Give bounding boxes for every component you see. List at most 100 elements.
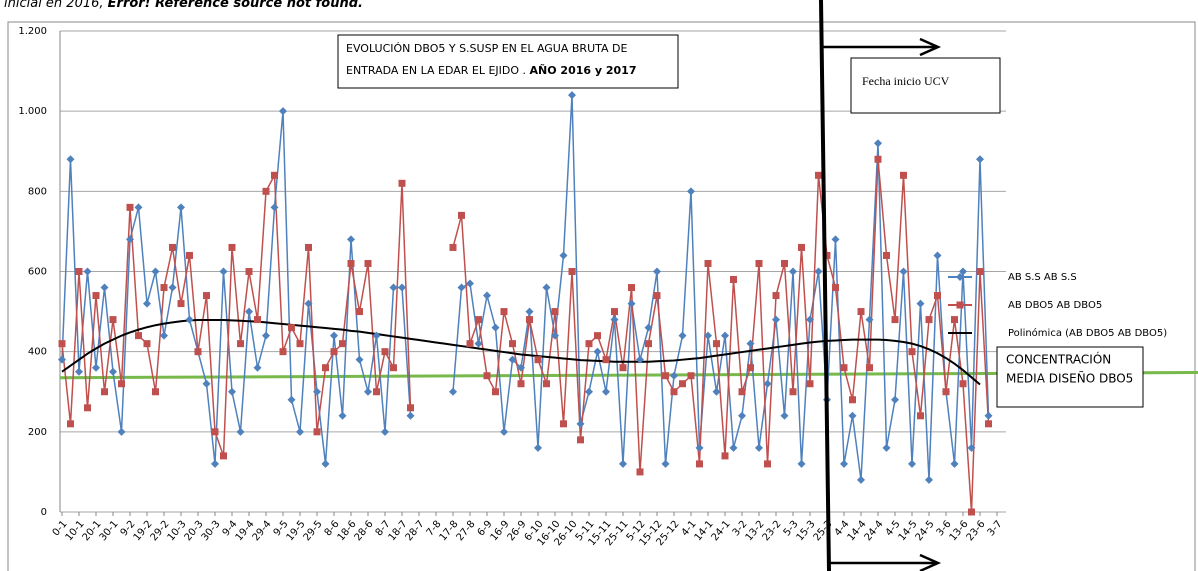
- point: [755, 443, 763, 452]
- point: [763, 379, 772, 388]
- series-line: [61, 159, 990, 513]
- point: [891, 316, 899, 324]
- point: [814, 267, 823, 276]
- point: [339, 340, 346, 348]
- point: [661, 459, 670, 468]
- point: [670, 371, 678, 380]
- point: [670, 388, 678, 396]
- point: [177, 300, 185, 308]
- point: [151, 267, 160, 276]
- point: [900, 171, 907, 179]
- point: [653, 292, 661, 300]
- point: [109, 367, 117, 376]
- point: [381, 427, 389, 436]
- point: [67, 420, 74, 428]
- point: [101, 388, 108, 396]
- point: [407, 404, 414, 412]
- point: [296, 340, 304, 348]
- point: [304, 299, 313, 308]
- arrow-head: [919, 553, 942, 571]
- point: [109, 316, 117, 324]
- point: [92, 292, 100, 300]
- caption-error: Error! Reference source not found.: [108, 0, 363, 11]
- point: [602, 387, 610, 396]
- point: [271, 171, 278, 179]
- y-tick-label: 200: [28, 427, 47, 438]
- point: [458, 211, 465, 219]
- point: [695, 443, 704, 452]
- point: [373, 388, 380, 396]
- y-tick-label: 1.000: [18, 106, 47, 117]
- point: [211, 428, 219, 436]
- point: [712, 387, 721, 396]
- point: [364, 387, 372, 396]
- point: [220, 452, 227, 460]
- point: [347, 259, 355, 267]
- point: [288, 324, 295, 332]
- point: [211, 459, 219, 468]
- point: [577, 436, 584, 444]
- series-line: [61, 95, 990, 481]
- point: [143, 299, 151, 308]
- point: [951, 316, 958, 324]
- point: [168, 283, 177, 292]
- point: [254, 316, 261, 324]
- point: [628, 284, 635, 292]
- point: [857, 308, 865, 316]
- point: [66, 155, 75, 164]
- point: [330, 348, 338, 356]
- point: [729, 443, 738, 452]
- point: [798, 243, 805, 251]
- point: [126, 203, 134, 211]
- legend-label: Polinómica (AB DBO5 AB DBO5): [1008, 327, 1167, 339]
- point: [840, 459, 848, 468]
- point: [330, 331, 338, 340]
- point: [203, 292, 210, 300]
- point: [75, 268, 83, 275]
- point: [925, 475, 933, 484]
- point: [882, 443, 891, 452]
- legend-label: AB S.S AB S.S: [1008, 272, 1077, 283]
- point: [721, 452, 729, 460]
- point: [185, 315, 194, 324]
- point: [100, 283, 109, 292]
- point: [542, 283, 551, 292]
- point: [832, 284, 839, 292]
- point: [398, 283, 406, 292]
- point: [968, 508, 975, 516]
- point: [466, 340, 474, 348]
- legend-marker: [956, 273, 964, 281]
- point: [186, 251, 193, 259]
- arrow-head: [919, 37, 942, 57]
- point: [789, 267, 797, 276]
- point: [219, 267, 228, 276]
- y-tick-label: 0: [41, 507, 47, 518]
- point: [925, 316, 933, 324]
- point: [874, 155, 882, 163]
- point: [696, 460, 703, 468]
- point: [135, 332, 142, 340]
- point: [58, 340, 66, 348]
- point: [560, 420, 567, 428]
- point: [364, 259, 372, 267]
- design-box: [996, 346, 1144, 408]
- point: [381, 348, 389, 356]
- point: [866, 364, 873, 372]
- point: [576, 419, 585, 428]
- point: [857, 475, 865, 484]
- point: [390, 364, 397, 372]
- point: [687, 187, 695, 196]
- point: [636, 355, 644, 364]
- point: [58, 355, 66, 364]
- point: [704, 259, 712, 267]
- point: [237, 340, 244, 348]
- point: [747, 364, 754, 372]
- point: [262, 187, 270, 195]
- point: [976, 268, 984, 275]
- point: [781, 259, 788, 267]
- point: [619, 459, 627, 468]
- point: [806, 380, 814, 388]
- ucv-label: Fecha inicio UCV: [862, 74, 950, 88]
- point: [245, 268, 253, 275]
- point: [891, 395, 899, 404]
